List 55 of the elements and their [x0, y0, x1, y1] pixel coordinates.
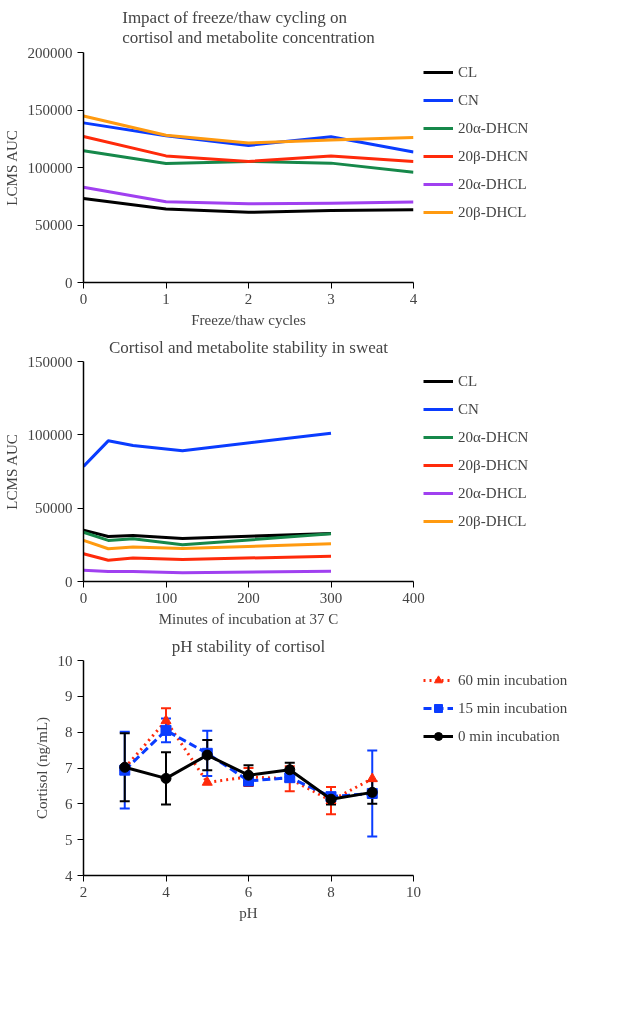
y-tick-label: 8: [65, 724, 73, 741]
y-axis-title: LCMS AUC: [3, 434, 20, 510]
y-tick-label: 6: [65, 795, 73, 812]
legend-label: 15 min incubation: [458, 699, 568, 717]
legend-label: CN: [458, 400, 479, 418]
y-tick-label: 100000: [27, 426, 73, 443]
y-tick-label: 150000: [27, 353, 73, 370]
x-tick-label: 0: [79, 589, 88, 606]
x-tick-label: 10: [406, 883, 421, 900]
legend-label: 0 min incubation: [458, 727, 560, 745]
x-tick-label: 100: [154, 589, 178, 606]
x-tick-label: 3: [327, 290, 335, 307]
y-tick-label: 200000: [27, 44, 73, 61]
legend-label: CL: [458, 372, 478, 390]
legend-label: CL: [458, 63, 478, 81]
x-axis-title: pH: [239, 904, 258, 921]
y-tick-label: 50000: [35, 500, 73, 517]
x-axis-title: Freeze/thaw cycles: [191, 311, 306, 328]
x-tick-label: 2: [79, 883, 88, 900]
legend-label: 20β-DHCN: [458, 456, 529, 474]
legend-label: 20α-DHCN: [458, 428, 529, 446]
x-tick-label: 2: [244, 290, 253, 307]
legend-label: 20β-DHCN: [458, 147, 529, 165]
y-tick-label: 50000: [35, 217, 73, 233]
legend-label: CN: [458, 91, 479, 109]
y-tick-label: 150000: [27, 102, 73, 118]
x-tick-label: 1: [162, 290, 170, 307]
legend-label: 60 min incubation: [458, 671, 568, 689]
chart-title: Cortisol and metabolite stability in sweat: [108, 337, 389, 357]
y-tick-label: 9: [65, 688, 73, 705]
x-axis-title: Minutes of incubation at 37 C: [158, 610, 339, 627]
y-axis-title: LCMS AUC: [3, 130, 20, 206]
y-tick-label: 0: [65, 274, 73, 291]
y-tick-label: 100000: [27, 159, 73, 176]
x-tick-label: 200: [237, 589, 260, 606]
legend-label: 20α-DHCN: [458, 119, 529, 137]
legend-label: 20α-DHCL: [458, 175, 527, 193]
x-tick-label: 300: [319, 589, 343, 606]
y-tick-label: 10: [57, 652, 73, 669]
x-tick-label: 0: [79, 290, 88, 307]
x-tick-label: 400: [402, 589, 425, 606]
chart-title: Impact of freeze/thaw cycling on cortisol and metabolite concentration: [122, 7, 376, 48]
y-tick-label: 5: [65, 831, 73, 848]
x-tick-label: 6: [244, 883, 253, 900]
legend-label: 20α-DHCL: [458, 484, 527, 502]
y-tick-label: 4: [65, 867, 73, 884]
x-tick-label: 4: [162, 883, 171, 900]
y-tick-label: 7: [65, 760, 73, 776]
x-tick-label: 4: [409, 290, 418, 307]
legend-label: 20β-DHCL: [458, 512, 527, 530]
y-tick-label: 0: [65, 573, 73, 590]
legend-label: 20β-DHCL: [458, 203, 527, 221]
x-tick-label: 8: [327, 883, 335, 900]
chart-title: pH stability of cortisol: [171, 636, 326, 656]
y-axis-title: Cortisol (ng/mL): [33, 716, 51, 820]
